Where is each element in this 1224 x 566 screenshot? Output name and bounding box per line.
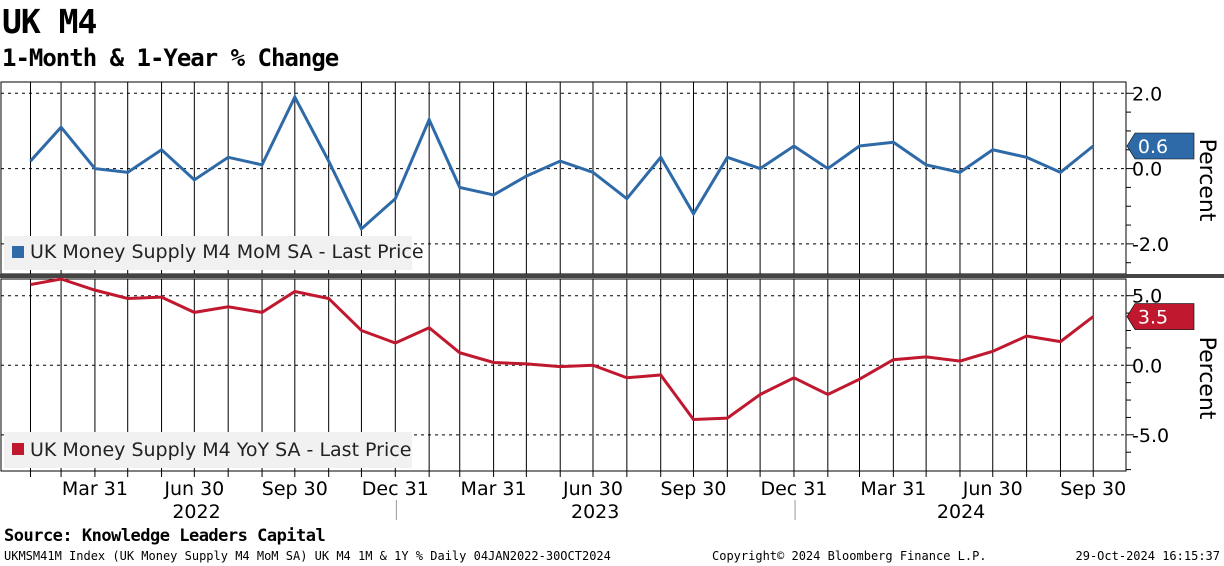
x-tick-label: Sep 30	[1060, 478, 1126, 500]
top-y-axis-title: Percent	[1194, 139, 1219, 222]
chart-title: UK M4	[2, 2, 97, 41]
bottom-last-value-tag: 3.5	[1126, 303, 1195, 330]
x-axis: Mar 31 Jun 30 Sep 30 Dec 31 Mar 31 Jun 30 Sep …	[29, 471, 1126, 520]
bottom-y-tick-label: -5.0	[1132, 425, 1169, 447]
top-last-value-tag: 0.6	[1126, 132, 1195, 160]
bottom-legend-swatch	[12, 443, 24, 455]
x-tick-label: Dec 31	[362, 478, 429, 500]
bottom-y-tick-label: 0.0	[1132, 355, 1162, 377]
bottom-y-tick-label: 5.0	[1132, 286, 1162, 308]
x-tick-label: Mar 31	[860, 478, 926, 500]
top-legend-swatch	[12, 246, 24, 258]
top-last-value-arrow	[1126, 132, 1195, 160]
bottom-last-value-label: 3.5	[1138, 307, 1168, 329]
bottom-legend: UK Money Supply M4 YoY SA - Last Price	[4, 432, 412, 468]
x-tick-label: Mar 31	[461, 478, 527, 500]
x-tick-label: Dec 31	[760, 478, 827, 500]
top-y-tick-label: 2.0	[1132, 83, 1162, 105]
top-y-tick-label: -2.0	[1132, 234, 1169, 256]
panel-separator	[0, 274, 1224, 278]
copyright-note: Copyright© 2024 Bloomberg Finance L.P.	[712, 549, 987, 563]
top-series	[29, 93, 1095, 232]
x-year-label: 2022	[172, 501, 220, 520]
bottom-legend-label: UK Money Supply M4 YoY SA - Last Price	[30, 439, 411, 461]
x-tick-label: Sep 30	[660, 478, 726, 500]
source-note: Source: Knowledge Leaders Capital	[4, 526, 326, 546]
bottom-y-axis-title: Percent	[1194, 337, 1219, 420]
timestamp: 29-Oct-2024 16:15:37	[1075, 549, 1221, 563]
x-tick-label: Jun 30	[163, 478, 224, 500]
chart-canvas: 2.0 0.0 -2.0 UK Money Supply M4 MoM SA - L…	[0, 81, 1224, 520]
top-legend: UK Money Supply M4 MoM SA - Last Price	[4, 236, 424, 270]
bottom-y-axis: 5.0 0.0 -5.0	[1126, 286, 1169, 471]
x-tick-label: Mar 31	[62, 478, 128, 500]
top-last-value-label: 0.6	[1138, 136, 1168, 158]
top-y-axis: 2.0 0.0 -2.0	[1126, 83, 1169, 264]
x-tick-label: Jun 30	[562, 478, 623, 500]
bottom-last-value-arrow	[1126, 303, 1195, 330]
security-description: UKMSM41M Index (UK Money Supply M4 MoM S…	[4, 549, 611, 563]
x-tick-label: Jun 30	[962, 478, 1023, 500]
top-legend-box	[4, 236, 412, 270]
bottom-series	[30, 277, 1095, 422]
top-panel: 2.0 0.0 -2.0 UK Money Supply M4 MoM SA - L…	[0, 81, 1219, 275]
x-year-label: 2023	[571, 501, 619, 520]
top-y-tick-label: 0.0	[1132, 159, 1162, 181]
bottom-panel: 5.0 0.0 -5.0 UK Money Supply M4 YoY SA - L…	[0, 277, 1219, 472]
bottom-legend-box	[4, 432, 412, 468]
top-legend-label: UK Money Supply M4 MoM SA - Last Price	[30, 241, 424, 263]
x-year-label: 2024	[937, 501, 985, 520]
chart-subtitle: 1-Month & 1-Year % Change	[2, 44, 339, 72]
x-tick-label: Sep 30	[262, 478, 328, 500]
